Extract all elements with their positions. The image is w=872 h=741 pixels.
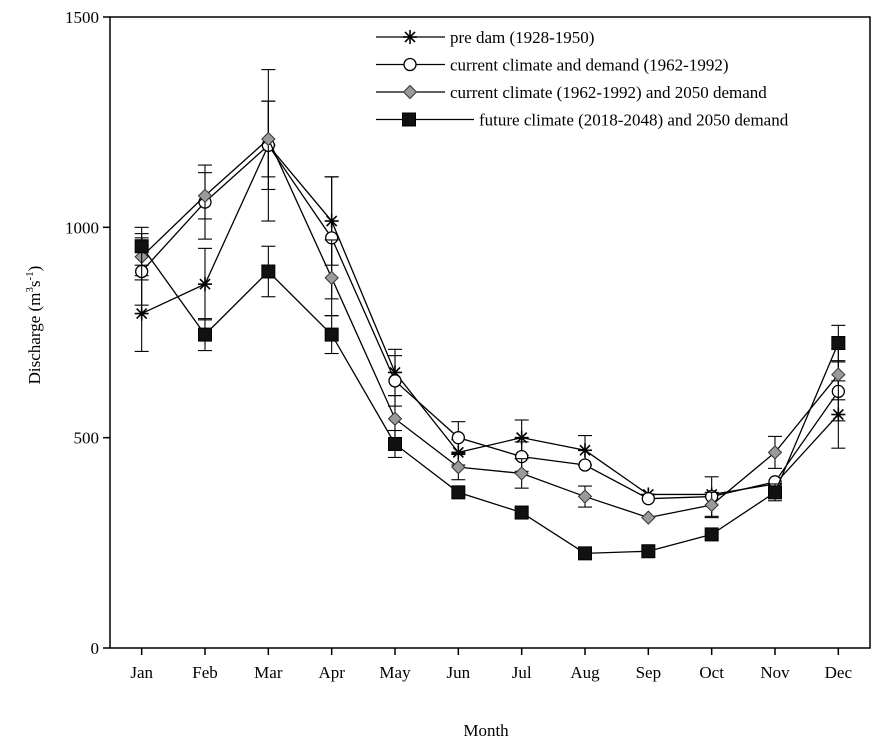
x-tick-label: Mar bbox=[254, 663, 283, 682]
x-tick-label: May bbox=[379, 663, 411, 682]
legend-label: future climate (2018-2048) and 2050 dema… bbox=[479, 111, 789, 130]
series-line bbox=[141, 245, 839, 555]
data-point bbox=[451, 431, 465, 445]
data-point bbox=[324, 327, 339, 342]
y-axis-title-sup1: 3 bbox=[24, 287, 36, 293]
data-point bbox=[134, 239, 149, 254]
x-tick-label: Jan bbox=[130, 663, 153, 682]
legend-marker bbox=[403, 30, 417, 44]
legend: pre dam (1928-1950) current climate and d… bbox=[376, 28, 789, 130]
x-axis-title: Month bbox=[463, 721, 509, 740]
x-tick-label: Jul bbox=[512, 663, 532, 682]
x-axis: Jan Feb Mar Apr May Jun Jul Aug Sep Oct Nov Dec bbox=[130, 648, 852, 682]
plot-frame bbox=[109, 16, 871, 649]
legend-marker bbox=[403, 57, 417, 72]
data-point bbox=[324, 270, 339, 286]
data-point bbox=[197, 188, 213, 203]
data-point bbox=[768, 485, 782, 500]
y-tick-label: 1000 bbox=[65, 218, 99, 237]
data-point bbox=[134, 306, 149, 321]
x-tick-label: Apr bbox=[318, 663, 345, 682]
data-point bbox=[388, 374, 402, 388]
plot-area-border bbox=[109, 16, 871, 649]
y-axis-title-mid: s bbox=[25, 280, 44, 287]
data-point bbox=[577, 489, 593, 504]
legend-item-3: current climate (1962-1992) and 2050 dem… bbox=[376, 83, 767, 102]
data-point bbox=[578, 458, 592, 472]
legend-marker bbox=[402, 112, 416, 127]
series-2 bbox=[134, 69, 846, 517]
data-point bbox=[198, 277, 212, 292]
series-layer bbox=[134, 69, 846, 561]
y-axis-title-end: ) bbox=[25, 266, 44, 272]
x-tick-label: Feb bbox=[192, 663, 218, 682]
y-axis-title-main: Discharge (m bbox=[25, 293, 44, 385]
y-tick-label: 0 bbox=[91, 639, 100, 658]
data-point bbox=[641, 544, 656, 559]
data-point bbox=[641, 510, 656, 525]
data-point bbox=[704, 527, 719, 542]
series-line bbox=[141, 144, 839, 500]
data-point bbox=[451, 459, 466, 475]
series-1 bbox=[134, 100, 846, 502]
y-axis-title-sup2: -1 bbox=[24, 271, 36, 280]
data-point bbox=[261, 131, 276, 147]
y-tick-label: 500 bbox=[74, 429, 100, 448]
data-point bbox=[578, 443, 592, 458]
x-tick-label: Sep bbox=[636, 663, 662, 682]
data-point bbox=[388, 436, 402, 451]
legend-label: current climate and demand (1962-1992) bbox=[450, 56, 729, 75]
y-tick-label: 1500 bbox=[65, 8, 99, 27]
data-point bbox=[387, 411, 403, 426]
legend-marker bbox=[402, 84, 418, 100]
legend-item-2: current climate and demand (1962-1992) bbox=[376, 56, 729, 75]
y-axis-title: Discharge (m3s-1) bbox=[24, 266, 44, 385]
data-point bbox=[514, 505, 529, 520]
data-point bbox=[704, 497, 719, 513]
data-point bbox=[578, 546, 592, 561]
legend-item-1: pre dam (1928-1950) bbox=[376, 28, 594, 47]
data-point bbox=[261, 264, 276, 279]
data-point bbox=[514, 466, 529, 481]
x-tick-label: Aug bbox=[570, 663, 600, 682]
x-tick-label: Jun bbox=[447, 663, 471, 682]
data-point bbox=[641, 492, 655, 506]
x-tick-label: Nov bbox=[760, 663, 790, 682]
legend-label: pre dam (1928-1950) bbox=[450, 28, 594, 47]
series-4 bbox=[134, 226, 846, 561]
legend-label: current climate (1962-1992) and 2050 dem… bbox=[450, 83, 767, 102]
data-point bbox=[198, 327, 212, 342]
x-tick-label: Oct bbox=[699, 663, 724, 682]
y-axis: 0 500 1000 1500 bbox=[65, 8, 110, 658]
x-tick-label: Dec bbox=[825, 663, 853, 682]
legend-item-4: future climate (2018-2048) and 2050 dema… bbox=[376, 111, 789, 130]
series-3 bbox=[134, 100, 846, 525]
data-point bbox=[451, 485, 466, 500]
data-point bbox=[831, 367, 846, 382]
data-point bbox=[831, 336, 846, 351]
series-line bbox=[141, 137, 839, 519]
data-point bbox=[767, 445, 783, 460]
series-line bbox=[141, 144, 839, 496]
